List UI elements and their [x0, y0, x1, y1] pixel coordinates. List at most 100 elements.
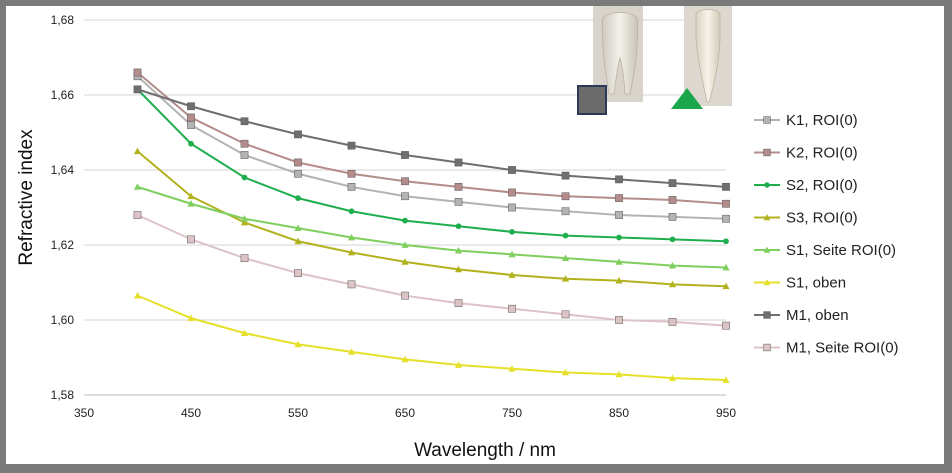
data-point [187, 200, 195, 207]
data-point [508, 203, 516, 212]
series-line [137, 214, 727, 327]
series-group [133, 72, 730, 223]
data-point [668, 262, 677, 269]
data-point [347, 233, 356, 241]
data-point [348, 208, 355, 215]
data-point [454, 198, 463, 206]
data-point [401, 151, 409, 159]
data-point [240, 329, 249, 337]
data-point [294, 169, 302, 178]
data-point [454, 247, 463, 254]
data-point [615, 175, 623, 184]
data-point [240, 139, 249, 148]
data-point [241, 174, 248, 181]
data-point [722, 214, 730, 223]
legend-label: M1, Seite ROI(0) [786, 340, 899, 357]
legend-item: M1, Seite ROI(0) [754, 340, 899, 357]
legend-label: S1, oben [786, 275, 846, 292]
data-point [401, 258, 409, 265]
legend-label: S1, Seite ROI(0) [786, 242, 896, 259]
data-point [722, 263, 730, 271]
legend-swatch-marker [763, 343, 771, 352]
data-point [454, 183, 463, 191]
y-tick-label: 1,68 [51, 13, 75, 27]
data-point [722, 183, 730, 191]
y-tick-label: 1,62 [51, 238, 75, 252]
series-layer [133, 68, 730, 383]
data-point [401, 192, 409, 201]
legend-label: M1, oben [786, 307, 849, 324]
x-tick-label: 650 [395, 406, 415, 420]
data-point [561, 310, 570, 319]
data-point [669, 236, 676, 243]
data-point [347, 141, 356, 150]
data-point [668, 374, 677, 382]
legend-item: S1, Seite ROI(0) [754, 242, 896, 259]
data-point [561, 192, 570, 201]
data-point [615, 316, 623, 324]
series-group [133, 85, 730, 191]
y-axis-title: Refractive index [16, 129, 37, 266]
refractive-index-chart: 1,58 1,60 1,62 1,64 1,66 1,68 350 450 550 650 750 8… [16, 6, 899, 461]
data-point [347, 169, 356, 178]
data-point [668, 318, 677, 326]
data-point [240, 151, 249, 159]
data-point [668, 196, 677, 204]
legend-item: S2, ROI(0) [754, 177, 858, 194]
data-point [347, 280, 356, 289]
legend-swatch-marker [764, 182, 770, 188]
data-point [615, 370, 623, 378]
data-point [133, 85, 142, 94]
series-line [136, 88, 727, 243]
data-point [454, 299, 463, 307]
data-point [295, 195, 301, 202]
data-point [454, 361, 463, 368]
legend-swatch-marker [763, 279, 771, 286]
data-point [133, 292, 142, 299]
x-tick-label: 850 [609, 406, 629, 420]
x-tick-label: 550 [288, 406, 308, 420]
x-tick-label: 750 [502, 406, 522, 420]
data-point [187, 102, 195, 111]
data-point [240, 215, 249, 222]
triangle-marker-icon [671, 88, 703, 109]
data-point [294, 130, 302, 139]
data-point [402, 217, 408, 224]
data-point [240, 254, 249, 262]
square-marker-icon [577, 85, 607, 115]
data-point [615, 194, 623, 202]
data-point [347, 183, 356, 191]
data-point [133, 211, 142, 219]
data-point [668, 179, 677, 187]
data-point [508, 271, 516, 278]
series-line [137, 88, 727, 188]
data-point [187, 192, 195, 200]
series-group [133, 183, 730, 271]
legend-item: K1, ROI(0) [754, 112, 858, 129]
series-line [136, 71, 727, 205]
series-line [137, 185, 727, 269]
legend-item: S3, ROI(0) [754, 210, 858, 227]
data-point [509, 228, 515, 235]
legend-swatch-marker [763, 311, 771, 319]
series-group [133, 68, 730, 208]
data-point [240, 117, 249, 126]
legend-swatch-marker [763, 214, 771, 221]
data-point [294, 158, 302, 167]
series-line [136, 150, 727, 288]
data-point [133, 183, 142, 190]
data-point [508, 304, 516, 313]
y-tick-label: 1,66 [51, 88, 75, 102]
data-point [722, 376, 730, 383]
data-point [401, 291, 409, 300]
series-line [137, 294, 727, 381]
data-point [347, 248, 356, 256]
x-tick-label: 450 [181, 406, 201, 420]
y-tick-label: 1,64 [51, 163, 75, 177]
data-point [561, 275, 570, 282]
series-group [133, 292, 730, 383]
data-point [668, 213, 677, 221]
data-point [722, 321, 730, 330]
legend-label: S3, ROI(0) [786, 210, 858, 227]
data-point [723, 238, 729, 245]
